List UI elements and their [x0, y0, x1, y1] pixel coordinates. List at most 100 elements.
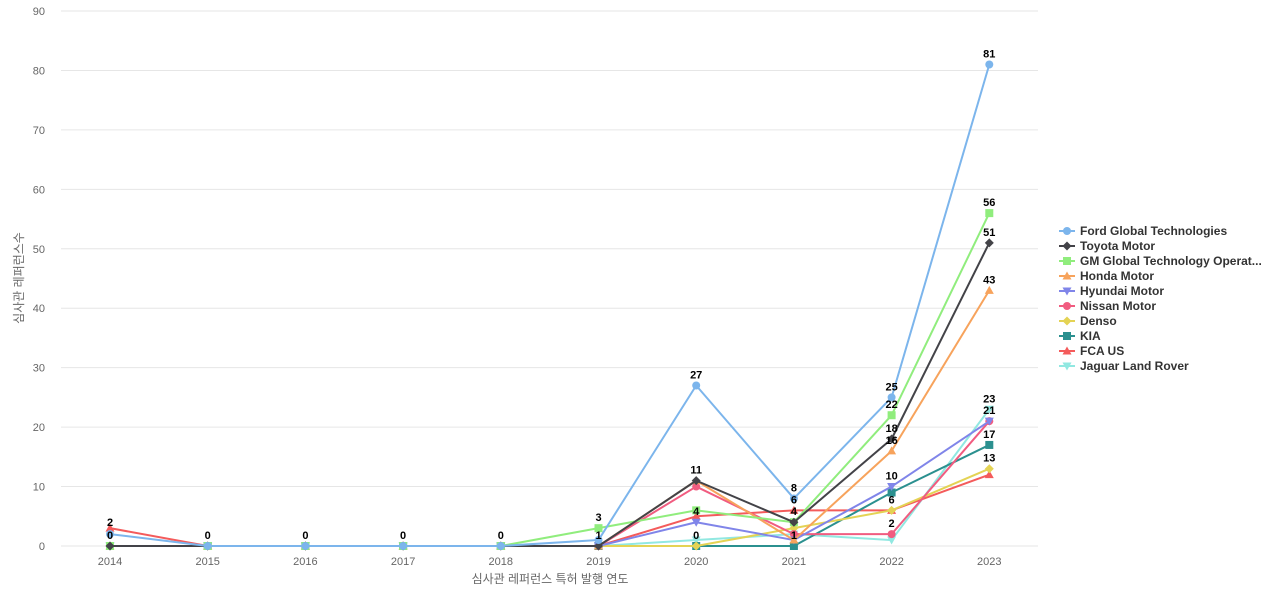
data-label: 0	[400, 530, 406, 542]
data-label: 6	[791, 494, 797, 506]
data-label: 8	[791, 482, 797, 494]
data-label: 25	[885, 381, 897, 393]
legend-marker	[1062, 241, 1072, 251]
legend-item-hyundai-motor[interactable]: Hyundai Motor	[1059, 284, 1164, 298]
legend-label: Honda Motor	[1080, 269, 1154, 283]
legend-marker	[1062, 316, 1072, 326]
data-point	[984, 238, 994, 248]
x-axis-title: 심사관 레퍼런스 특허 발행 연도	[472, 571, 629, 586]
legend-label: Hyundai Motor	[1080, 284, 1164, 298]
data-point	[105, 541, 115, 551]
data-label: 6	[889, 494, 895, 506]
x-tick-label: 2017	[391, 556, 415, 568]
legend-item-ford-global-technologies[interactable]: Ford Global Technologies	[1059, 224, 1227, 238]
data-label: 43	[983, 274, 995, 286]
legend-label: Nissan Motor	[1080, 299, 1156, 313]
data-label: 2	[107, 517, 113, 529]
data-point	[985, 209, 994, 218]
data-label: 18	[885, 423, 897, 435]
series-line	[110, 242, 991, 547]
y-tick-label: 40	[33, 303, 45, 315]
legend-item-toyota-motor[interactable]: Toyota Motor	[1059, 239, 1155, 253]
x-tick-label: 2021	[782, 556, 806, 568]
data-point	[887, 488, 896, 497]
data-point	[789, 535, 799, 544]
data-point	[691, 541, 701, 551]
series-line	[109, 64, 991, 547]
data-point	[984, 464, 994, 474]
x-tick-label: 2014	[98, 556, 122, 568]
data-label: 51	[983, 227, 995, 239]
legend-item-fca-us[interactable]: FCA US	[1059, 344, 1124, 358]
data-label: 2	[889, 518, 895, 530]
data-label: 27	[690, 370, 702, 382]
legend-item-nissan-motor[interactable]: Nissan Motor	[1059, 299, 1156, 313]
x-tick-label: 2022	[879, 556, 903, 568]
y-axis-title: 심사관 레퍼런스수	[12, 232, 26, 324]
legend-marker	[1063, 332, 1071, 340]
data-point	[106, 530, 114, 539]
grid-lines	[61, 10, 1038, 547]
series-line	[110, 408, 991, 547]
data-label: 17	[983, 429, 995, 441]
legend-item-kia[interactable]: KIA	[1059, 329, 1101, 343]
data-point	[691, 518, 701, 527]
data-label: 0	[693, 530, 699, 542]
legend-item-denso[interactable]: Denso	[1059, 314, 1117, 328]
x-tick-label: 2018	[489, 556, 513, 568]
y-tick-label: 80	[33, 65, 45, 77]
data-label: 0	[302, 530, 308, 542]
data-label: 1	[791, 530, 797, 542]
series-line	[110, 420, 991, 547]
data-label: 1	[595, 530, 601, 542]
data-point	[594, 536, 603, 545]
data-label: 81	[983, 49, 995, 61]
x-tick-label: 2016	[293, 556, 317, 568]
data-label: 56	[983, 197, 995, 209]
x-tick-label: 2019	[586, 556, 610, 568]
legend-label: Toyota Motor	[1080, 239, 1155, 253]
data-point	[496, 542, 505, 550]
legend-marker	[1062, 271, 1072, 280]
series-nissan-motor	[106, 417, 994, 550]
data-point	[887, 446, 897, 455]
data-point	[985, 440, 994, 449]
data-point	[789, 530, 798, 539]
data-label: 10	[885, 471, 897, 483]
legend-marker	[1062, 346, 1072, 355]
data-point	[594, 541, 603, 551]
legend-item-honda-motor[interactable]: Honda Motor	[1059, 269, 1154, 283]
data-label: 0	[205, 530, 211, 542]
data-point	[887, 411, 896, 420]
data-point	[691, 476, 701, 486]
data-point	[984, 285, 994, 294]
y-tick-label: 30	[33, 363, 45, 375]
y-tick-label: 10	[33, 482, 45, 494]
data-point	[789, 542, 798, 550]
legend-item-jaguar-land-rover[interactable]: Jaguar Land Rover	[1059, 359, 1189, 373]
series-line	[110, 444, 990, 547]
data-point	[203, 542, 212, 550]
data-point	[887, 536, 897, 545]
data-point	[887, 483, 897, 492]
x-tick-label: 2023	[977, 556, 1001, 568]
data-point	[789, 517, 799, 527]
legend-marker	[1062, 362, 1072, 371]
legend-item-gm-global-technology-operat[interactable]: GM Global Technology Operat...	[1059, 254, 1262, 268]
y-axis: 0 10 20 30 40 50 60 70 80 90	[33, 6, 45, 553]
data-point	[691, 536, 701, 545]
data-label: 0	[107, 530, 113, 542]
data-point	[789, 505, 799, 514]
data-label: 4	[693, 506, 700, 518]
legend-label: Ford Global Technologies	[1080, 224, 1227, 238]
data-point	[984, 405, 994, 414]
series-line	[110, 289, 991, 547]
x-axis: 2014 2015 2016 2017 2018 2019 2020 2021 2022 2023	[98, 556, 1002, 568]
data-point	[985, 60, 994, 69]
data-label: 11	[690, 465, 702, 477]
x-tick-label: 2015	[195, 556, 219, 568]
data-point	[692, 506, 701, 515]
y-tick-label: 0	[39, 541, 45, 553]
